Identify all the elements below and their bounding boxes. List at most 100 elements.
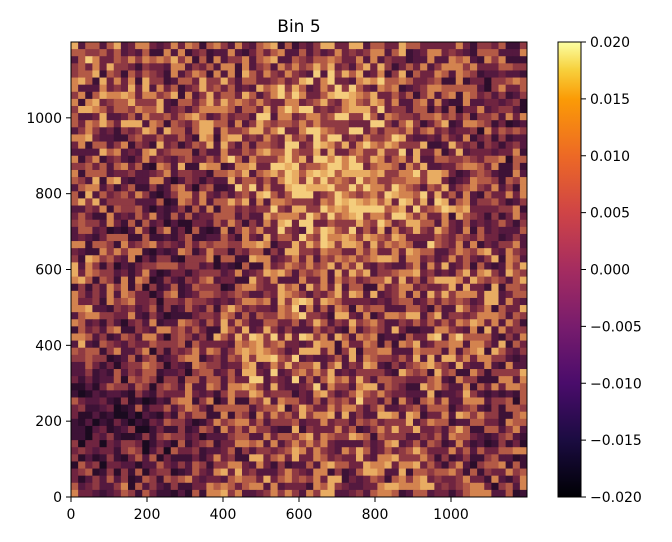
heatmap-cell (505, 141, 514, 150)
heatmap-cell (519, 411, 527, 420)
heatmap-cell (120, 404, 129, 413)
heatmap-cell (377, 354, 385, 363)
heatmap-cell (128, 134, 136, 142)
heatmap-cell (242, 233, 250, 242)
heatmap-cell (249, 248, 257, 256)
colorbar-tick-label: −0.020 (590, 490, 642, 506)
heatmap-cell (270, 290, 279, 299)
heatmap-cell (356, 162, 364, 171)
heatmap-cell (448, 440, 457, 448)
heatmap-cell (491, 347, 499, 356)
heatmap-cell (519, 113, 527, 121)
heatmap-cell (242, 255, 250, 263)
heatmap-cell (256, 397, 264, 405)
heatmap-cell (455, 113, 464, 121)
heatmap-cell (106, 489, 115, 497)
heatmap-cell (391, 475, 400, 484)
heatmap-cell (455, 333, 464, 341)
heatmap-cell (391, 113, 400, 121)
heatmap-cell (306, 219, 314, 228)
heatmap-cell (391, 433, 400, 441)
heatmap-cell (370, 361, 378, 370)
heatmap-cell (413, 241, 421, 249)
heatmap-cell (120, 191, 129, 199)
heatmap-cell (128, 290, 136, 299)
heatmap-cell (405, 84, 414, 93)
heatmap-cell (284, 390, 293, 398)
heatmap-cell (277, 262, 286, 270)
heatmap-cell (356, 184, 364, 192)
heatmap-cell (149, 42, 157, 50)
heatmap-cell (156, 369, 165, 377)
heatmap-cell (384, 305, 393, 313)
heatmap-cell (135, 105, 143, 114)
heatmap-cell (135, 347, 143, 356)
heatmap-cell (519, 70, 527, 78)
heatmap-cell (227, 77, 236, 86)
heatmap-cell (398, 326, 407, 334)
heatmap-cell (334, 255, 343, 263)
heatmap-cell (249, 361, 257, 370)
heatmap-cell (313, 56, 321, 64)
heatmap-cell (413, 248, 421, 256)
heatmap-cell (391, 269, 400, 278)
heatmap-cell (434, 191, 442, 199)
heatmap-cell (163, 333, 172, 341)
heatmap-cell (78, 461, 86, 469)
heatmap-cell (206, 297, 214, 306)
heatmap-cell (227, 404, 236, 413)
heatmap-cell (462, 84, 471, 93)
heatmap-cell (220, 241, 229, 249)
heatmap-cell (455, 198, 464, 206)
heatmap-cell (341, 297, 350, 306)
heatmap-cell (192, 155, 200, 164)
heatmap-cell (505, 354, 514, 363)
heatmap-cell (434, 454, 442, 462)
heatmap-cell (135, 162, 143, 171)
heatmap-cell (227, 468, 236, 477)
heatmap-cell (192, 404, 200, 413)
heatmap-cell (348, 489, 357, 497)
heatmap-cell (92, 56, 100, 64)
heatmap-cell (78, 276, 86, 285)
heatmap-cell (270, 418, 279, 427)
heatmap-cell (320, 191, 328, 199)
heatmap-cell (156, 162, 165, 171)
heatmap-cell (291, 42, 300, 50)
heatmap-cell (206, 63, 214, 71)
heatmap-cell (512, 91, 521, 100)
heatmap-cell (170, 276, 179, 285)
heatmap-cell (284, 369, 293, 377)
heatmap-cell (85, 269, 93, 278)
heatmap-cell (242, 212, 250, 221)
heatmap-cell (234, 233, 243, 242)
heatmap-cell (242, 177, 250, 185)
heatmap-cell (327, 468, 336, 477)
heatmap-cell (398, 283, 407, 292)
heatmap-cell (398, 482, 407, 491)
heatmap-cell (491, 269, 499, 278)
heatmap-cell (156, 56, 165, 64)
heatmap-cell (106, 169, 115, 178)
heatmap-cell (177, 219, 186, 228)
heatmap-cell (185, 184, 193, 192)
heatmap-cell (313, 347, 321, 356)
heatmap-cell (170, 447, 179, 455)
heatmap-cell (498, 155, 507, 164)
heatmap-cell (263, 383, 271, 391)
heatmap-cell (405, 425, 414, 434)
heatmap-cell (491, 241, 499, 249)
heatmap-cell (277, 198, 286, 206)
heatmap-cell (135, 177, 143, 185)
heatmap-cell (78, 248, 86, 256)
heatmap-cell (348, 454, 357, 462)
heatmap-cell (192, 205, 200, 214)
heatmap-cell (120, 333, 129, 341)
heatmap-cell (427, 411, 435, 420)
heatmap-cell (256, 312, 264, 320)
heatmap-cell (377, 283, 385, 292)
heatmap-cell (341, 148, 350, 157)
heatmap-cell (455, 56, 464, 64)
heatmap-cell (377, 134, 385, 142)
heatmap-cell (370, 63, 378, 71)
